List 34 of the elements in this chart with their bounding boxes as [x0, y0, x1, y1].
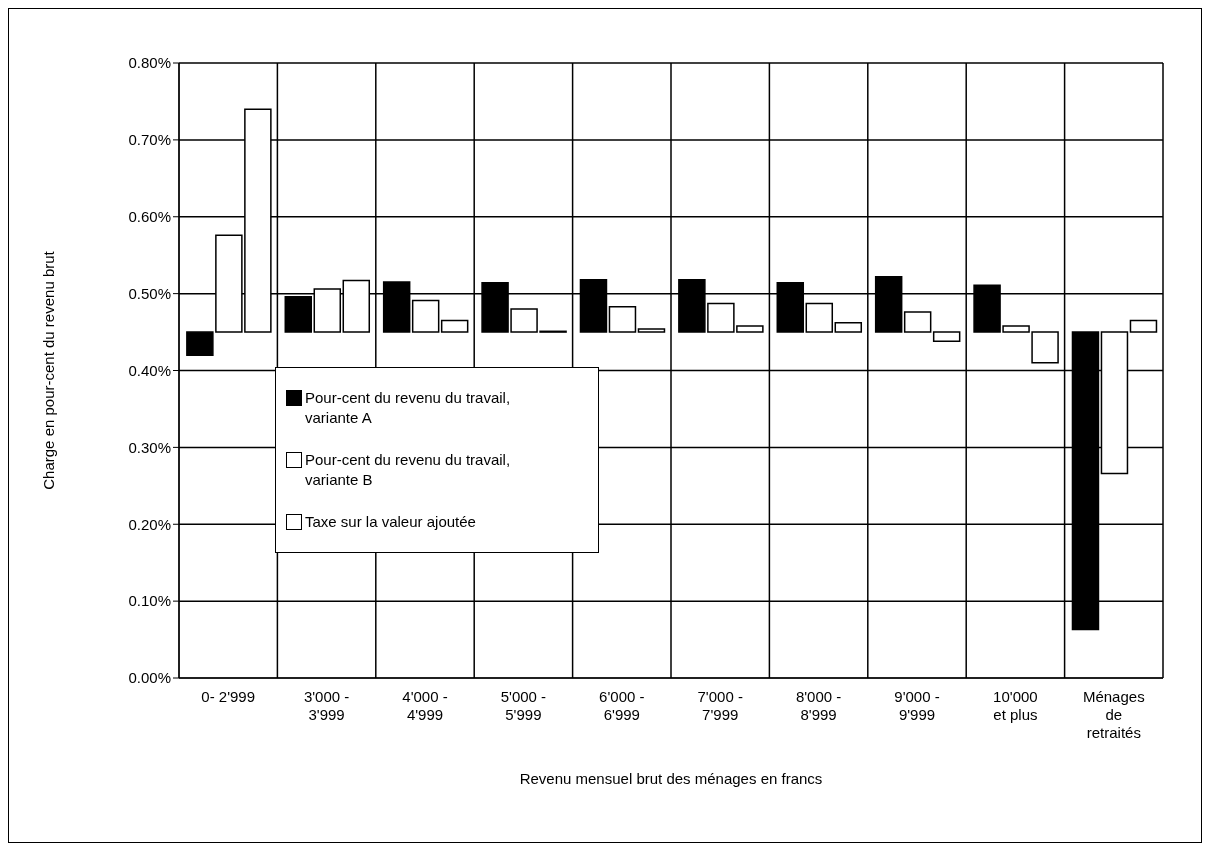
x-tick-label: 0- 2'999 [201, 688, 256, 705]
bar [1129, 319, 1158, 333]
bar [284, 295, 313, 333]
bar [637, 328, 666, 333]
y-tick-label: 0.00% [128, 669, 171, 687]
y-tick-label: 0.40% [128, 361, 171, 379]
bar [411, 299, 440, 333]
x-tick-label: 3'000 - 3'999 [303, 688, 350, 723]
x-tick-label: 5'000 - 5'999 [500, 688, 547, 723]
legend-label: Pour-cent du revenu du travail, variante A [305, 388, 512, 428]
x-tick-label: 6'000 - 6'999 [599, 688, 645, 723]
x-axis-title: Revenu mensuel brut des ménages en francs [519, 770, 823, 787]
y-tick-label: 0.10% [128, 592, 171, 610]
y-tick-label: 0.20% [128, 515, 171, 533]
y-axis-title: Charge en pour-cent du revenu brut [40, 250, 58, 490]
y-tick-label: 0.70% [128, 131, 171, 149]
x-tick-label: 10'000 et plus [993, 688, 1038, 723]
y-tick-label: 0.30% [128, 438, 171, 456]
x-tick-label: 4'000 - 4'999 [402, 688, 448, 723]
bar [932, 331, 961, 343]
legend-label: Taxe sur la valeur ajoutée [305, 512, 476, 532]
y-tick-label: 0.60% [128, 208, 171, 226]
bar [608, 305, 637, 333]
x-tick-label: 9'000 - 9'999 [894, 688, 940, 723]
y-tick-label: 0.50% [128, 284, 171, 302]
y-tick-label: 0.80% [128, 54, 171, 72]
bar [834, 322, 863, 333]
x-tick-label: 7'000 - 7'999 [697, 688, 743, 723]
bar [440, 319, 469, 333]
legend-label: Pour-cent du revenu du travail, variante B [305, 450, 512, 490]
bar [903, 311, 932, 333]
x-tick-label: 8'000 - 8'999 [795, 688, 842, 723]
bar [805, 302, 834, 333]
x-tick-label: Ménages de retraités [1082, 688, 1145, 741]
